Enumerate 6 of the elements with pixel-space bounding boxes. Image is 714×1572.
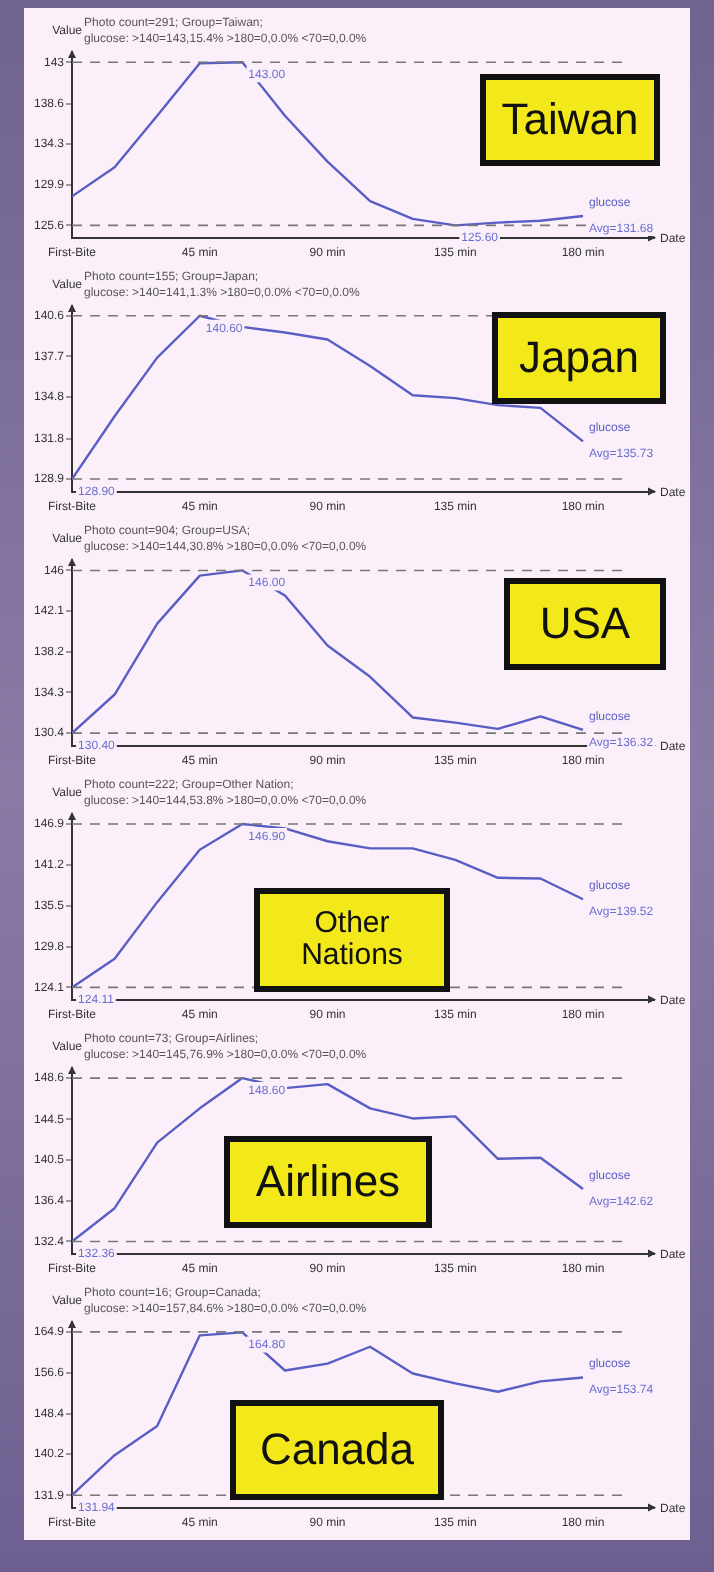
annotation: Japan bbox=[492, 312, 666, 404]
annotation: Airlines bbox=[224, 1136, 432, 1228]
annotation: USA bbox=[504, 578, 666, 670]
annotation: Other Nations bbox=[254, 888, 450, 992]
annotation: Canada bbox=[230, 1400, 444, 1500]
annotation: Taiwan bbox=[480, 74, 660, 166]
